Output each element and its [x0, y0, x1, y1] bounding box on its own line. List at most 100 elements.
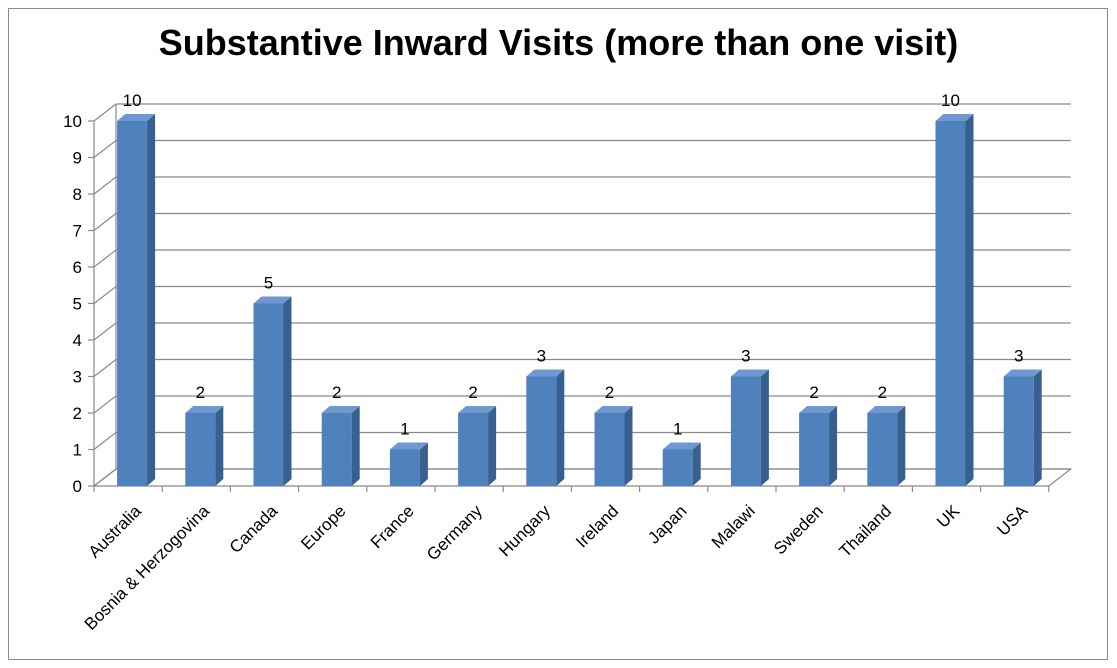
- y-tick-label: 5: [73, 295, 82, 314]
- data-label: 2: [878, 383, 887, 402]
- bar: [117, 114, 156, 486]
- x-tick-label: France: [367, 501, 418, 552]
- gridline-diagonal: [93, 103, 117, 122]
- x-tick-label: Japan: [644, 501, 690, 547]
- chart-title: Substantive Inward Visits (more than one…: [158, 22, 959, 63]
- bar-side: [1033, 369, 1042, 486]
- data-label: 10: [123, 91, 142, 110]
- axis-layer: 0 1 2 3 4 5 6 7 8 9 10: [63, 112, 1050, 496]
- bar: [594, 406, 633, 486]
- bar-top: [662, 442, 701, 450]
- bar: [662, 442, 701, 486]
- x-tick-label: Sweden: [770, 501, 827, 558]
- gridline-diagonal: [93, 395, 117, 414]
- bar-top: [526, 369, 565, 377]
- data-label: 2: [196, 383, 205, 402]
- bar: [185, 406, 224, 486]
- bar-side: [147, 114, 156, 486]
- bar-side: [829, 406, 838, 486]
- gridline-diagonal: [93, 359, 117, 377]
- x-tick-label: Hungary: [495, 501, 554, 560]
- bar-layer: [117, 114, 1042, 486]
- y-tick-label: 8: [73, 185, 82, 204]
- bar-top: [321, 406, 360, 413]
- bar: [799, 406, 838, 486]
- bar-side: [965, 114, 974, 486]
- bar-front: [117, 121, 148, 486]
- bar-front: [730, 376, 761, 486]
- bar-front: [185, 413, 216, 486]
- bar-front: [799, 413, 830, 486]
- bar-top: [594, 406, 633, 413]
- bar-side: [283, 296, 292, 486]
- bar-side: [351, 406, 360, 486]
- bar: [867, 406, 906, 486]
- bar: [526, 369, 565, 486]
- bar-front: [867, 413, 898, 486]
- data-label: 1: [400, 420, 409, 439]
- bar-side: [692, 442, 701, 486]
- bar-side: [419, 442, 428, 486]
- y-tick-label: 6: [73, 258, 82, 277]
- bar-top: [1003, 369, 1042, 377]
- x-tick-label: Australia: [85, 501, 146, 562]
- y-tick-label: 7: [73, 222, 82, 241]
- bar: [730, 369, 769, 486]
- data-label: 2: [605, 383, 614, 402]
- data-label: 3: [1014, 347, 1023, 366]
- label-layer: 10 Australia 2 Bosnia & Herzogovina 5 Canada 2…: [81, 91, 1032, 634]
- bar-front: [253, 303, 284, 486]
- x-tick-label: USA: [993, 501, 1032, 540]
- y-tick-label: 4: [73, 331, 82, 350]
- x-tick-label: Ireland: [572, 501, 622, 551]
- bar-top: [935, 114, 974, 121]
- bar: [1003, 369, 1042, 486]
- x-tick-label: Malawi: [708, 501, 759, 552]
- data-label: 3: [537, 347, 546, 366]
- bar-top: [867, 406, 906, 413]
- bar-side: [897, 406, 906, 486]
- y-tick-label: 3: [73, 368, 82, 387]
- bar-top: [730, 369, 769, 377]
- bar-front: [389, 449, 420, 486]
- data-label: 2: [468, 383, 477, 402]
- data-label: 1: [673, 420, 682, 439]
- x-tick-label: Bosnia & Herzogovina: [81, 501, 214, 634]
- bar-front: [935, 121, 966, 486]
- x-tick-label: Europe: [297, 501, 349, 553]
- data-label: 3: [741, 347, 750, 366]
- bar: [389, 442, 428, 486]
- bar-front: [458, 413, 489, 486]
- bar-side: [760, 369, 769, 486]
- bar-top: [185, 406, 224, 413]
- gridline-diagonal: [93, 286, 117, 304]
- chart-floor: [92, 468, 1073, 487]
- bar: [253, 296, 292, 486]
- gridline-diagonal: [93, 432, 117, 450]
- bar-front: [594, 413, 625, 486]
- bar-side: [488, 406, 497, 486]
- gridline-diagonal: [93, 213, 117, 231]
- data-label: 2: [332, 383, 341, 402]
- y-tick-label: 0: [73, 477, 82, 496]
- bar-side: [215, 406, 224, 486]
- bar: [458, 406, 497, 486]
- y-tick-label: 9: [73, 149, 82, 168]
- bar-front: [1003, 376, 1034, 486]
- data-label: 5: [264, 274, 273, 293]
- y-tick-label: 10: [63, 112, 82, 131]
- gridline-diagonal: [93, 249, 117, 268]
- bar-front: [321, 413, 352, 486]
- bar-top: [253, 296, 292, 304]
- x-tick-label: Canada: [226, 501, 282, 557]
- y-tick-label: 2: [73, 404, 82, 423]
- bar: [321, 406, 360, 486]
- data-label: 10: [941, 91, 960, 110]
- x-tick-label: Thailand: [836, 501, 896, 561]
- bar-top: [458, 406, 497, 413]
- x-tick-label: UK: [933, 501, 964, 532]
- bar-side: [556, 369, 565, 486]
- bar-top: [389, 442, 428, 450]
- bar-front: [526, 376, 557, 486]
